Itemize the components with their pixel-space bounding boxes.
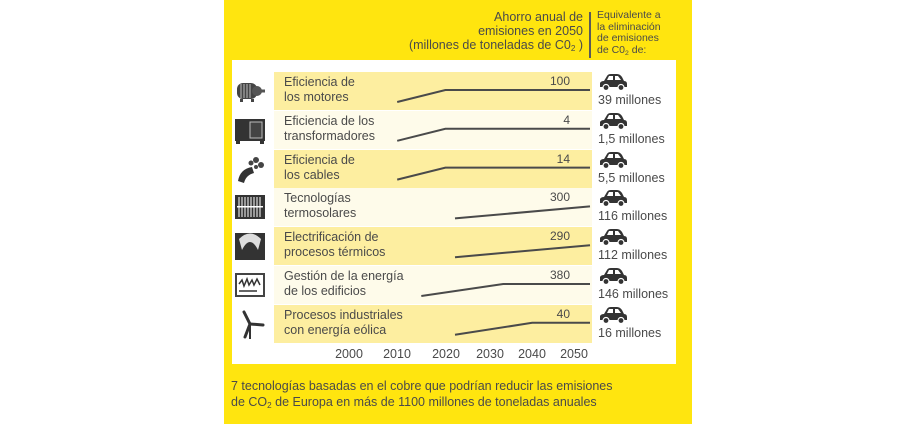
technology-label: Eficiencia de los cables bbox=[284, 153, 424, 183]
header-divider bbox=[589, 12, 591, 58]
label-line1: Eficiencia de bbox=[284, 152, 355, 167]
car-equivalent-label: 16 millones bbox=[598, 325, 662, 340]
savings-header-line2: emisiones en 2050 bbox=[478, 24, 583, 38]
subscript: 2 bbox=[267, 400, 272, 410]
car-icon bbox=[598, 267, 628, 286]
label-line1: Electrificación de bbox=[284, 230, 379, 245]
car-equivalent-label: 146 millones bbox=[598, 287, 669, 301]
x-tick-label: 2050 bbox=[560, 347, 588, 361]
label-line2: los cables bbox=[284, 167, 340, 182]
car-equivalent-label: 116 millones bbox=[598, 209, 668, 224]
x-tick-label: 2040 bbox=[518, 347, 546, 361]
label-line2: de los edificios bbox=[284, 284, 366, 298]
subscript: 2 bbox=[625, 49, 629, 57]
label-line1: Eficiencia de los bbox=[284, 113, 375, 128]
savings-value-label: 14 bbox=[556, 151, 570, 166]
text: de: bbox=[628, 43, 647, 56]
footer-line2: de CO2 de Europa en más de 1100 millones… bbox=[231, 395, 671, 411]
text: de Europa en más de 1100 millones de ton… bbox=[271, 394, 597, 409]
text: de CO bbox=[231, 394, 268, 409]
x-tick-label: 2020 bbox=[432, 347, 460, 361]
label-line2: con energía eólica bbox=[284, 322, 387, 337]
car-icon bbox=[598, 306, 628, 324]
equivalent-header-line1: Equivalente a bbox=[597, 9, 661, 21]
label-line1: Tecnologías bbox=[284, 191, 351, 206]
series-line bbox=[454, 244, 591, 259]
cable-icon bbox=[234, 153, 266, 185]
motor-icon bbox=[234, 75, 266, 107]
footer-caption: 7 tecnologías basadas en el cobre que po… bbox=[231, 379, 671, 410]
subscript: 2 bbox=[570, 44, 576, 53]
car-icon bbox=[598, 228, 628, 247]
series-line bbox=[454, 321, 590, 336]
x-tick-label: 2010 bbox=[383, 347, 411, 361]
savings-value-label: 40 bbox=[556, 306, 570, 321]
savings-value-label: 300 bbox=[549, 190, 570, 205]
technology-row: Electrificación de procesos térmicos 290 bbox=[274, 227, 592, 266]
x-tick-label: 2030 bbox=[476, 347, 504, 361]
equivalent-header-line4: de C02 de: bbox=[597, 43, 682, 57]
solar-panel-icon bbox=[234, 191, 266, 223]
equivalent-header: Equivalente a la eliminación de emisione… bbox=[597, 9, 682, 57]
car-equivalent-label: 5,5 millones bbox=[598, 170, 665, 185]
technology-row: Tecnologías termosolares 300 bbox=[274, 188, 592, 227]
technology-label: Eficiencia de los motores bbox=[284, 75, 424, 105]
equivalent-header-line3: de emisiones bbox=[597, 32, 659, 44]
technology-label: Electrificación de procesos térmicos bbox=[284, 230, 424, 260]
series-line bbox=[454, 205, 591, 220]
series-line bbox=[396, 89, 590, 103]
car-equivalent-label: 1,5 millones bbox=[598, 131, 665, 146]
monitor-icon bbox=[234, 269, 266, 301]
label-line2: termosolares bbox=[284, 206, 357, 221]
car-equivalent-label: 112 millones bbox=[598, 248, 668, 263]
label-line2: transformadores bbox=[284, 128, 376, 143]
series-line bbox=[396, 127, 590, 142]
transformer-icon bbox=[234, 114, 266, 146]
equivalent-header-line2: la eliminación bbox=[597, 20, 661, 33]
technology-label: Tecnologías termosolares bbox=[284, 191, 424, 221]
label-line1: Gestión de la energía bbox=[284, 269, 404, 283]
car-icon bbox=[598, 73, 628, 92]
series-line bbox=[421, 283, 590, 297]
savings-value-label: 100 bbox=[549, 74, 570, 88]
savings-value-label: 4 bbox=[563, 112, 570, 127]
car-equivalent-label: 39 millones bbox=[598, 93, 662, 107]
savings-header: Ahorro anual de emisiones en 2050 (millo… bbox=[380, 10, 583, 53]
label-line2: los motores bbox=[284, 90, 349, 104]
wind-turbine-icon bbox=[234, 308, 266, 340]
savings-header-line1: Ahorro anual de bbox=[494, 10, 583, 24]
technology-label: Gestión de la energía de los edificios bbox=[284, 269, 424, 299]
furnace-icon bbox=[234, 230, 266, 262]
technology-label: Procesos industriales con energía eólica bbox=[284, 308, 424, 338]
car-icon bbox=[598, 189, 628, 208]
savings-header-line3: (millones de toneladas de C02 ) bbox=[380, 38, 583, 53]
label-line1: Eficiencia de bbox=[284, 75, 355, 89]
text: ) bbox=[575, 38, 583, 52]
label-line1: Procesos industriales bbox=[284, 307, 403, 322]
text: de C0 bbox=[597, 43, 626, 56]
label-line2: procesos térmicos bbox=[284, 245, 386, 260]
car-icon bbox=[598, 151, 628, 169]
x-tick-label: 2000 bbox=[335, 347, 363, 361]
text: (millones de toneladas de C0 bbox=[408, 38, 571, 52]
footer-line1: 7 tecnologías basadas en el cobre que po… bbox=[231, 379, 613, 393]
technology-label: Eficiencia de los transformadores bbox=[284, 114, 424, 144]
series-line bbox=[396, 166, 590, 181]
savings-value-label: 380 bbox=[549, 268, 570, 282]
savings-value-label: 290 bbox=[549, 229, 570, 244]
car-icon bbox=[598, 112, 628, 130]
